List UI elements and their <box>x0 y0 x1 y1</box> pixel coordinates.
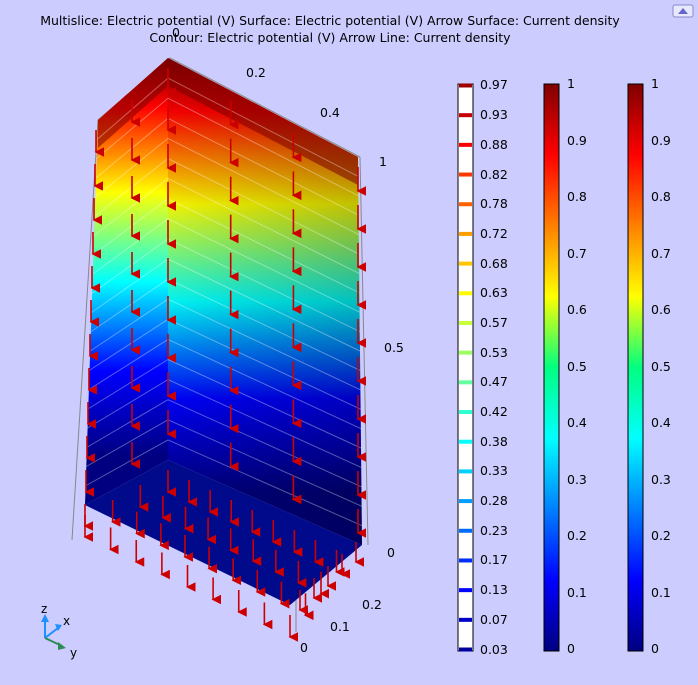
colorbar-tick-label: 0.9 <box>567 132 587 148</box>
contour-level-label: 0.28 <box>480 493 508 509</box>
colorbar-tick-label: 0.4 <box>567 415 587 430</box>
contour-level-label: 0.72 <box>480 225 508 241</box>
contour-level-swatch <box>459 528 472 533</box>
contour-level-label: 0.97 <box>480 77 508 93</box>
contour-level-swatch <box>459 320 472 325</box>
colorbar-tick-label: 0.6 <box>567 302 587 317</box>
left-face <box>85 58 168 505</box>
triad-y-label: y <box>70 646 78 660</box>
contour-level-swatch <box>459 469 472 474</box>
contour-level-label: 0.82 <box>480 166 508 182</box>
contour-level-label: 0.03 <box>480 641 508 657</box>
contour-level-label: 0.33 <box>480 463 508 479</box>
plot-title-line-1: Multislice: Electric potential (V) Surfa… <box>40 13 620 28</box>
colorbar-tick-label: 0.9 <box>651 132 671 148</box>
contour-level-swatch <box>459 291 472 296</box>
colorbar-tick-label: 0.5 <box>567 358 587 374</box>
colorbar-tick-label: 0.6 <box>651 302 671 317</box>
colorbar-tick-label: 0 <box>567 641 575 656</box>
contour-level-label: 0.63 <box>480 285 508 301</box>
colorbar-tick-label: 0.8 <box>651 189 671 204</box>
colorbar-tick-label: 0 <box>651 641 659 656</box>
colorbar-tick-label: 0.2 <box>567 528 587 543</box>
tick-bottom-2: 0 <box>300 640 308 655</box>
tick-top-2: 0.4 <box>320 105 340 120</box>
contour-level-swatch <box>459 350 472 355</box>
contour-level-swatch <box>459 499 472 504</box>
colorbar-tick-label: 0.3 <box>651 471 671 487</box>
surface-colorbar <box>543 83 560 652</box>
multislice-colorbar <box>627 83 644 652</box>
contour-level-swatch <box>459 83 472 88</box>
colorbar-tick-label: 0.2 <box>651 528 671 543</box>
top-band <box>98 58 358 185</box>
contour-level-swatch <box>459 617 472 622</box>
contour-level-swatch <box>459 380 472 385</box>
tick-bottom-0: 0.2 <box>362 597 382 612</box>
contour-level-label: 0.53 <box>480 344 508 360</box>
contour-level-swatch <box>459 588 472 593</box>
contour-level-label: 0.78 <box>480 196 508 212</box>
contour-level-swatch <box>459 647 472 652</box>
contour-level-label: 0.07 <box>480 611 508 627</box>
tick-top-1: 0.2 <box>246 65 266 80</box>
view-cube-icon[interactable] <box>672 4 694 18</box>
contour-level-swatch <box>459 113 472 118</box>
contour-level-label: 0.88 <box>480 136 508 152</box>
contour-level-swatch <box>459 558 472 563</box>
contour-level-label: 0.93 <box>480 107 508 123</box>
triad-x-label: x <box>63 614 71 628</box>
plot-title-line-2: Contour: Electric potential (V) Arrow Li… <box>149 30 511 45</box>
colorbar-tick-label: 0.8 <box>567 189 587 204</box>
contour-colorbar <box>457 83 474 652</box>
contour-level-swatch <box>459 202 472 207</box>
contour-level-swatch <box>459 410 472 415</box>
colorbar-tick-label: 1 <box>567 76 575 91</box>
contour-level-label: 0.17 <box>480 552 508 568</box>
colorbar-tick-label: 0.3 <box>567 471 587 487</box>
colorbar-tick-label: 0.4 <box>651 415 671 430</box>
tick-bottom-1: 0.1 <box>330 619 350 634</box>
contour-level-swatch <box>459 439 472 444</box>
colorbar-tick-label: 1 <box>651 76 659 91</box>
triad-z-label: z <box>41 602 48 616</box>
contour-level-label: 0.13 <box>480 582 508 598</box>
contour-level-label: 0.68 <box>480 255 508 271</box>
contour-level-label: 0.42 <box>480 404 508 420</box>
tick-vert-2: 0 <box>387 545 395 560</box>
tick-top-0: 0 <box>172 25 180 40</box>
contour-level-label: 0.47 <box>480 374 508 390</box>
axis-triad <box>41 614 66 650</box>
contour-level-swatch <box>459 231 472 236</box>
colorbar-tick-label: 0.7 <box>651 245 671 261</box>
colorbar-tick-label: 0.1 <box>567 584 587 600</box>
contour-level-label: 0.38 <box>480 433 508 449</box>
current-density-arrows <box>83 68 366 642</box>
contour-level-swatch <box>459 142 472 147</box>
contour-level-swatch <box>459 261 472 266</box>
bottom-slice <box>85 460 362 605</box>
colorbar-tick-label: 0.1 <box>651 584 671 600</box>
tick-vert-1: 0.5 <box>384 340 404 355</box>
tick-vert-0: 1 <box>379 154 387 169</box>
contour-level-label: 0.23 <box>480 522 508 538</box>
colorbar-tick-label: 0.5 <box>651 358 671 374</box>
contour-level-swatch <box>459 172 472 177</box>
colorbar-tick-label: 0.7 <box>567 245 587 261</box>
contour-level-label: 0.57 <box>480 314 508 330</box>
